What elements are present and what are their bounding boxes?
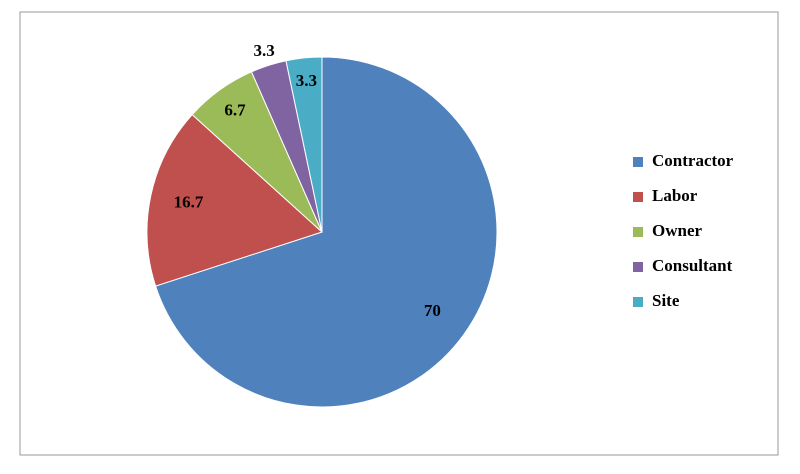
data-label: 3.3 [254, 41, 275, 60]
data-label: 3.3 [296, 71, 317, 90]
legend-swatch [633, 297, 643, 307]
legend-label: Contractor [652, 151, 734, 170]
pie-slice [285, 56, 323, 233]
pie-slice [154, 56, 498, 408]
legend-label: Consultant [652, 256, 733, 275]
data-label: 70 [424, 301, 441, 320]
pie-slice [146, 113, 323, 287]
legend-label: Site [652, 291, 680, 310]
legend-label: Owner [652, 221, 703, 240]
legend-swatch [633, 227, 643, 237]
legend-swatch [633, 157, 643, 167]
data-label: 6.7 [224, 100, 246, 119]
legend-swatch [633, 192, 643, 202]
data-label: 16.7 [174, 192, 204, 211]
legend-label: Labor [652, 186, 698, 205]
legend-swatch [633, 262, 643, 272]
